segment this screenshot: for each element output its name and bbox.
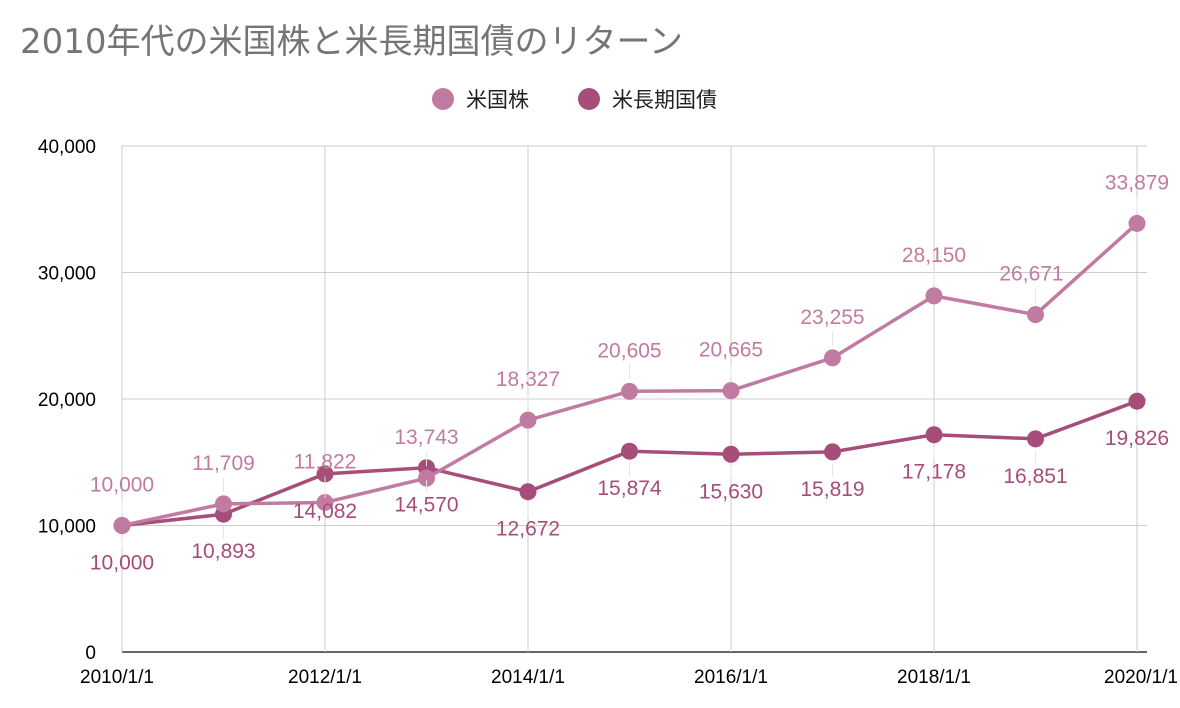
- data-label-1: 19,826: [1105, 427, 1169, 450]
- data-point-0: [925, 287, 943, 305]
- data-point-0: [722, 382, 740, 400]
- data-label-0: 18,327: [496, 368, 560, 391]
- x-tick-label: 2016/1/1: [694, 667, 768, 688]
- legend-label: 米長期国債: [612, 88, 717, 112]
- data-label-1: 10,000: [90, 552, 154, 575]
- data-label-1: 14,082: [293, 500, 357, 523]
- data-label-0: 20,665: [699, 339, 763, 362]
- data-point-1: [925, 426, 943, 444]
- x-tick-label: 2010/1/1: [80, 667, 154, 688]
- data-point-1: [1027, 430, 1044, 448]
- legend-marker-icon: [578, 88, 600, 110]
- x-tick-label: 2020/1/1: [1104, 667, 1178, 688]
- chart-title: 2010年代の米国株と米長期国債のリターン: [20, 22, 683, 62]
- y-tick-label: 0: [85, 643, 96, 664]
- data-point-0: [418, 469, 435, 487]
- data-label-1: 10,893: [191, 540, 255, 563]
- data-point-0: [113, 517, 131, 534]
- data-label-1: 12,672: [496, 518, 560, 541]
- data-point-0: [1128, 214, 1146, 232]
- data-point-0: [1027, 306, 1044, 324]
- data-label-0: 10,000: [90, 474, 154, 497]
- data-point-1: [722, 445, 740, 463]
- data-point-0: [215, 495, 232, 513]
- y-tick-label: 30,000: [38, 264, 96, 285]
- data-label-1: 15,630: [699, 480, 763, 503]
- data-label-1: 15,874: [597, 477, 662, 500]
- data-label-0: 33,879: [1105, 171, 1169, 194]
- data-label-0: 13,743: [394, 426, 458, 449]
- legend-item-us-stocks[interactable]: 米国株: [432, 84, 529, 114]
- data-label-0: 20,605: [597, 339, 661, 362]
- data-label-0: 11,709: [192, 452, 255, 475]
- data-point-0: [621, 382, 638, 400]
- data-label-0: 11,822: [294, 450, 357, 473]
- y-tick-label: 10,000: [38, 517, 96, 538]
- x-tick-label: 2012/1/1: [288, 667, 362, 688]
- data-label-1: 17,178: [902, 461, 966, 484]
- data-label-1: 16,851: [1003, 465, 1067, 488]
- data-point-1: [621, 442, 638, 460]
- data-point-1: [1128, 392, 1146, 410]
- x-tick-label: 2018/1/1: [897, 667, 971, 688]
- data-point-0: [316, 493, 334, 511]
- legend-label: 米国株: [466, 88, 529, 112]
- legend-item-us-long-bonds[interactable]: 米長期国債: [578, 84, 717, 114]
- data-label-1: 15,819: [800, 478, 864, 501]
- y-tick-label: 40,000: [38, 137, 96, 158]
- data-label-0: 28,150: [902, 244, 966, 267]
- y-tick-label: 20,000: [38, 390, 96, 411]
- data-label-1: 14,570: [394, 494, 458, 517]
- data-point-1: [519, 483, 537, 501]
- x-tick-label: 2014/1/1: [491, 667, 565, 688]
- data-label-0: 26,671: [999, 263, 1063, 286]
- data-label-0: 23,255: [800, 306, 864, 329]
- data-point-1: [824, 443, 841, 461]
- legend: 米国株 米長期国債: [0, 84, 1180, 114]
- data-point-1: [316, 465, 334, 483]
- legend-marker-icon: [432, 88, 454, 110]
- data-point-0: [519, 411, 537, 429]
- data-point-0: [824, 349, 841, 367]
